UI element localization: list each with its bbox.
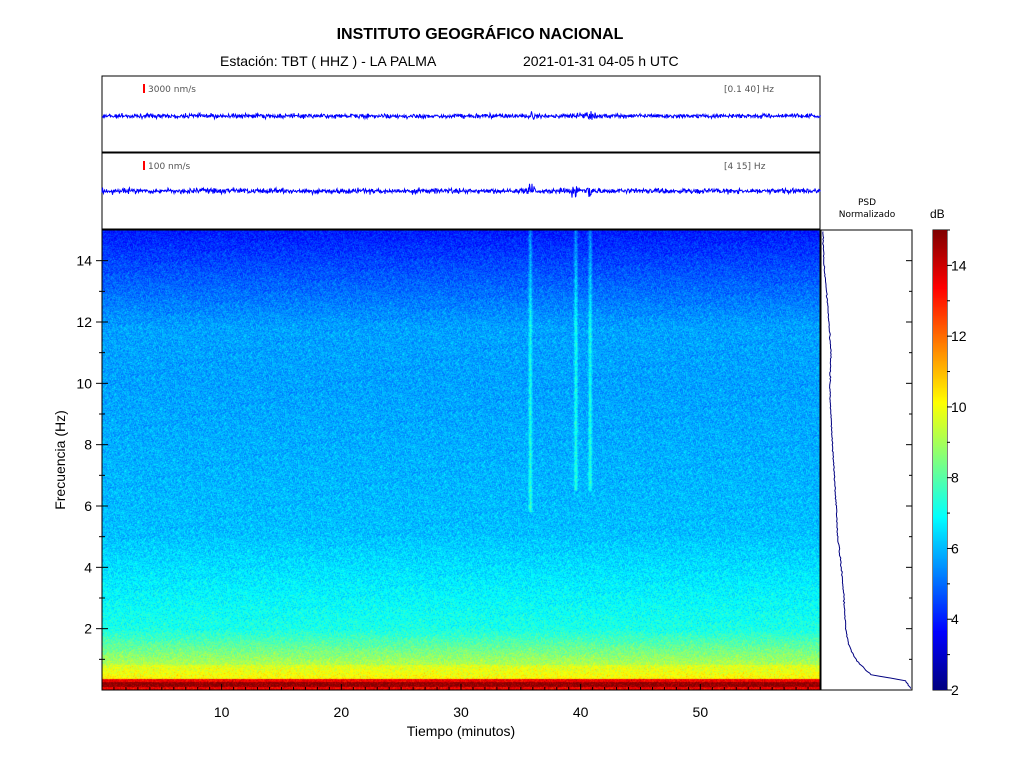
seismic-trace: [101, 111, 821, 121]
seismic-traces: 3000 nm/s [0.1 40] Hz 100 nm/s [4 15] Hz: [101, 75, 821, 230]
y-tick-label: 2: [84, 621, 92, 637]
psd-frame: [820, 229, 913, 691]
y-tick-label: 6: [84, 498, 92, 514]
colorbar: [933, 230, 947, 690]
amplitude-scale-label: 100 nm/s: [148, 162, 191, 172]
spectrogram-heatmap: [102, 230, 820, 690]
y-axis-label: Frecuencia (Hz): [52, 410, 68, 510]
amplitude-scale-label: 3000 nm/s: [148, 85, 196, 95]
colorbar-tick-label: 12: [951, 328, 967, 344]
x-tick-label: 40: [573, 704, 589, 720]
colorbar-tick-label: 8: [951, 470, 959, 486]
y-tick-label: 4: [84, 559, 92, 575]
spectrogram-frame: [101, 229, 821, 691]
colorbar-tick-label: 6: [951, 540, 959, 556]
amplitude-scale-bar: [143, 84, 145, 93]
colorbar-tick-label: 10: [951, 399, 967, 415]
seismic-trace: [101, 183, 821, 198]
trace-panel-frame: [101, 75, 821, 153]
chart-title: INSTITUTO GEOGRÁFICO NACIONAL: [336, 26, 624, 43]
colorbar-tick-label: 4: [951, 611, 959, 627]
y-tick-label: 10: [76, 375, 92, 391]
colorbar-tick-label: 14: [951, 257, 967, 273]
y-tick-label: 8: [84, 437, 92, 453]
x-tick-label: 50: [693, 704, 709, 720]
x-tick-label: 10: [214, 704, 230, 720]
colorbar-tick-label: 2: [951, 682, 959, 698]
date-label: 2021-01-31 04-05 h UTC: [523, 53, 679, 69]
frequency-band-label: [4 15] Hz: [724, 162, 766, 172]
y-tick-label: 12: [76, 314, 92, 330]
x-axis-label: Tiempo (minutos): [406, 723, 516, 739]
frequency-band-label: [0.1 40] Hz: [724, 85, 774, 95]
psd-curve: [822, 231, 912, 689]
station-label: Estación: TBT ( HHZ ) - LA PALMA: [220, 53, 437, 69]
amplitude-scale-bar: [143, 161, 145, 170]
psd-title-line2: Normalizado: [838, 210, 896, 220]
y-tick-label: 14: [76, 253, 92, 269]
psd-title-line1: PSD: [857, 198, 877, 208]
colorbar-unit: dB: [930, 207, 945, 221]
x-tick-label: 20: [334, 704, 350, 720]
x-tick-label: 30: [453, 704, 469, 720]
psd-title: PSD Normalizado: [822, 197, 912, 221]
